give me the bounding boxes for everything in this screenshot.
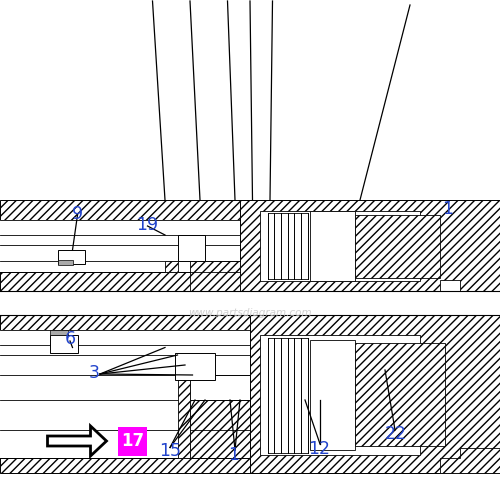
Bar xyxy=(118,426,147,456)
Text: 3: 3 xyxy=(88,364,100,382)
Bar xyxy=(0,330,250,458)
Bar xyxy=(175,352,215,380)
Bar xyxy=(355,214,440,278)
Text: 1: 1 xyxy=(228,446,239,464)
Bar xyxy=(0,220,240,272)
Bar xyxy=(58,260,72,265)
Bar xyxy=(0,200,500,220)
Text: 15: 15 xyxy=(159,442,181,460)
Bar xyxy=(50,330,68,335)
Bar xyxy=(355,343,445,446)
Polygon shape xyxy=(190,375,250,400)
Bar xyxy=(260,211,420,281)
Polygon shape xyxy=(190,400,250,458)
Text: www.partsdiagram.com: www.partsdiagram.com xyxy=(188,308,312,318)
Bar xyxy=(178,358,190,458)
Bar xyxy=(0,458,500,472)
Polygon shape xyxy=(190,261,240,291)
Text: 6: 6 xyxy=(64,330,76,348)
Bar xyxy=(260,335,420,455)
Polygon shape xyxy=(440,448,500,472)
Bar xyxy=(50,335,78,352)
Polygon shape xyxy=(240,200,500,291)
Text: 12: 12 xyxy=(308,440,330,458)
Bar xyxy=(58,250,85,264)
Text: 19: 19 xyxy=(136,216,158,234)
Polygon shape xyxy=(240,280,460,291)
Text: 17: 17 xyxy=(121,432,144,450)
Polygon shape xyxy=(250,315,500,472)
Bar xyxy=(165,261,177,272)
Bar xyxy=(0,272,500,291)
Bar xyxy=(310,211,355,281)
Bar xyxy=(0,315,500,330)
Bar xyxy=(178,235,205,261)
Bar xyxy=(0,291,500,315)
Bar xyxy=(310,340,355,450)
Text: 1: 1 xyxy=(442,200,453,218)
Text: 22: 22 xyxy=(385,425,407,443)
Polygon shape xyxy=(48,426,106,456)
Text: 9: 9 xyxy=(72,205,83,223)
